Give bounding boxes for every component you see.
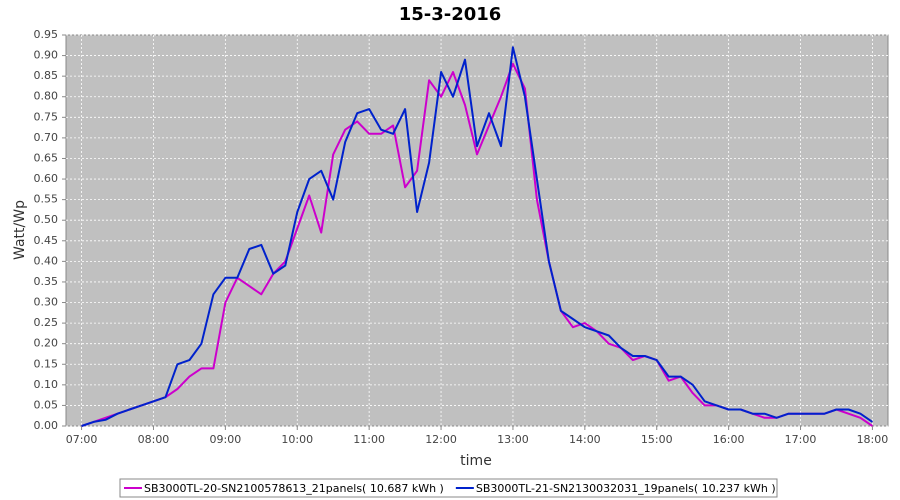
- legend-label: SB3000TL-20-SN2100578613_21panels( 10.68…: [144, 482, 444, 495]
- x-tick-label: 09:00: [210, 433, 242, 446]
- y-tick-label: 0.90: [34, 49, 59, 62]
- y-tick-label: 0.85: [34, 69, 59, 82]
- x-tick-label: 12:00: [425, 433, 457, 446]
- x-tick-label: 13:00: [497, 433, 529, 446]
- legend: [119, 478, 778, 498]
- x-tick-label: 14:00: [569, 433, 601, 446]
- y-tick-label: 0.30: [34, 296, 59, 309]
- legend-label: SB3000TL-21-SN2130032031_19panels( 10.23…: [476, 482, 776, 495]
- x-tick-label: 11:00: [353, 433, 385, 446]
- y-tick-label: 0.15: [34, 357, 59, 370]
- y-tick-label: 0.70: [34, 131, 59, 144]
- y-tick-label: 0.10: [34, 378, 59, 391]
- y-tick-label: 0.75: [34, 110, 59, 123]
- y-axis-label: Watt/Wp: [12, 200, 28, 260]
- y-tick-label: 0.45: [34, 234, 59, 247]
- y-tick-label: 0.20: [34, 337, 59, 350]
- y-tick-label: 0.95: [34, 28, 59, 41]
- y-tick-label: 0.60: [34, 172, 59, 185]
- y-tick-label: 0.35: [34, 275, 59, 288]
- x-tick-label: 18:00: [857, 433, 889, 446]
- x-tick-label: 10:00: [281, 433, 313, 446]
- y-tick-label: 0.40: [34, 254, 59, 267]
- y-tick-label: 0.25: [34, 316, 59, 329]
- x-tick-label: 08:00: [138, 433, 170, 446]
- chart-title: 15-3-2016: [399, 4, 502, 25]
- y-tick-label: 0.65: [34, 151, 59, 164]
- x-tick-label: 15:00: [641, 433, 673, 446]
- y-tick-label: 0.05: [34, 398, 59, 411]
- y-tick-label: 0.80: [34, 90, 59, 103]
- y-tick-label: 0.00: [34, 419, 59, 432]
- plot-area: [65, 34, 889, 427]
- series-line: [81, 46, 873, 427]
- x-axis-label: time: [460, 453, 492, 469]
- x-tick-label: 07:00: [66, 433, 98, 446]
- x-tick-label: 16:00: [713, 433, 745, 446]
- y-tick-label: 0.55: [34, 193, 59, 206]
- x-tick-label: 17:00: [785, 433, 817, 446]
- y-tick-label: 0.50: [34, 213, 59, 226]
